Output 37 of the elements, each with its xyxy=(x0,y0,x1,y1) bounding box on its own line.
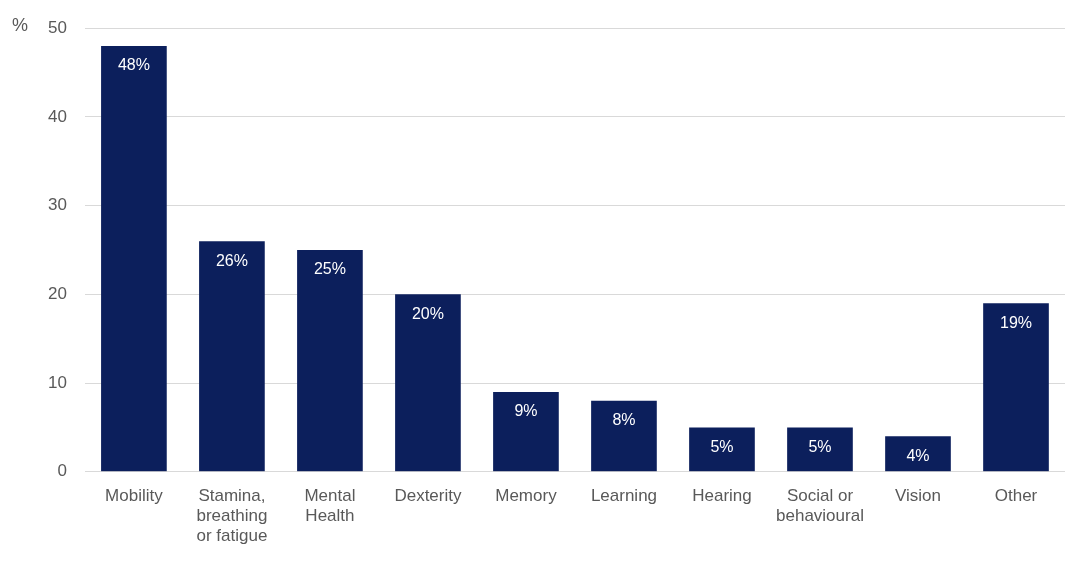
y-tick-label: 50 xyxy=(47,17,67,37)
bar xyxy=(101,45,167,472)
data-label: 48% xyxy=(117,56,150,74)
y-tick-label: 20 xyxy=(47,284,67,304)
bar xyxy=(493,391,559,472)
data-label: 4% xyxy=(906,446,930,464)
bar xyxy=(199,241,265,472)
x-tick-label: Hearing xyxy=(692,485,752,505)
data-label: 9% xyxy=(514,402,538,420)
x-tick-label: Memory xyxy=(495,485,558,505)
y-axis-title: % xyxy=(12,15,29,36)
y-tick-label: 40 xyxy=(47,106,67,126)
bar xyxy=(689,427,755,472)
y-tick-label: 30 xyxy=(47,195,67,215)
x-tick-label: Social or behavioural xyxy=(776,485,864,526)
data-label: 25% xyxy=(313,260,346,278)
bar xyxy=(787,427,853,472)
x-tick-label: Other xyxy=(994,485,1038,505)
bar xyxy=(591,400,657,472)
y-tick-label: 0 xyxy=(57,461,67,481)
x-tick-label: Mobility xyxy=(105,485,164,505)
x-tick-label: Dexterity xyxy=(394,485,462,505)
data-label: 26% xyxy=(215,251,248,269)
x-tick-label: Vision xyxy=(894,485,941,505)
bar xyxy=(297,250,363,472)
data-label: 5% xyxy=(808,437,832,455)
x-tick-label: Stamina, breathing or fatigue xyxy=(196,485,268,546)
bar xyxy=(395,294,461,472)
data-label: 20% xyxy=(411,304,444,322)
data-label: 5% xyxy=(710,437,734,455)
y-tick-label: 10 xyxy=(47,372,67,392)
x-tick-label: Mental Health xyxy=(304,485,356,526)
bar xyxy=(885,436,951,472)
data-label: 8% xyxy=(612,411,636,429)
bar xyxy=(983,303,1049,472)
x-tick-label: Learning xyxy=(590,485,658,505)
data-label: 19% xyxy=(999,313,1033,331)
